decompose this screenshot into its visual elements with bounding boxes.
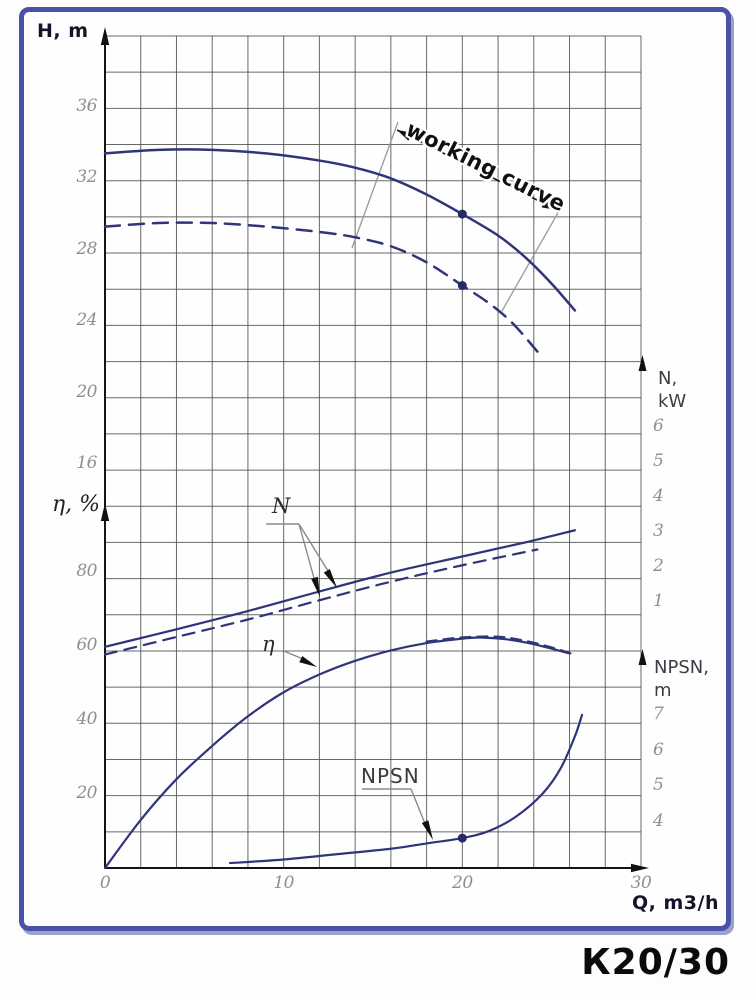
- head-tick-36: 36: [76, 96, 97, 116]
- flow-tick-0: 0: [99, 873, 111, 893]
- power-tick-4: 4: [653, 486, 664, 506]
- npsh-axis-title-line1: NPSN,: [654, 657, 709, 678]
- head-tick-28: 28: [76, 238, 97, 259]
- sheet-border-frame: [19, 7, 731, 931]
- power-axis-title-line1: N,: [658, 368, 678, 389]
- working-point-head-trimmed-impeller: [457, 281, 467, 290]
- flow-tick-30: 30: [630, 873, 652, 893]
- npsh-tick-4: 4: [653, 811, 664, 831]
- power-curve-annotation: N: [272, 494, 291, 518]
- working-point-npsh: [457, 833, 467, 843]
- efficiency-tick-20: 20: [76, 783, 97, 803]
- flow-axis-title: Q, m3/h: [632, 892, 719, 914]
- power-axis-title: N, kW: [658, 368, 686, 413]
- power-tick-5: 5: [653, 451, 664, 471]
- npsh-curve-annotation: NPSN: [361, 764, 420, 788]
- npsh-axis-title-line2: m: [654, 679, 672, 701]
- power-tick-2: 2: [653, 556, 664, 576]
- efficiency-tick-80: 80: [76, 561, 97, 581]
- flow-tick-20: 20: [452, 873, 473, 893]
- power-axis-title-line2: kW: [658, 390, 687, 412]
- npsh-tick-6: 6: [653, 739, 664, 760]
- head-axis-title: H, m: [37, 20, 89, 42]
- npsh-tick-5: 5: [653, 775, 664, 796]
- working-point-head-full-impeller: [457, 209, 467, 219]
- curve-power-full-impeller: [103, 529, 576, 648]
- flow-tick-10: 10: [273, 873, 294, 893]
- curve-power-trimmed-impeller: [103, 548, 539, 656]
- head-tick-16: 16: [76, 453, 97, 473]
- curve-efficiency-trimmed: [425, 635, 575, 656]
- head-tick-32: 32: [76, 167, 97, 188]
- npsh-tick-7: 7: [653, 703, 664, 724]
- curve-head-full-impeller: [103, 148, 577, 312]
- power-tick-6: 6: [653, 416, 664, 436]
- curve-efficiency: [103, 636, 571, 870]
- curve-head-trimmed-impeller: [103, 221, 539, 353]
- head-tick-24: 24: [76, 310, 97, 331]
- npsh-axis-title: NPSN, m: [654, 657, 709, 702]
- efficiency-tick-40: 40: [76, 709, 97, 729]
- power-tick-3: 3: [653, 521, 664, 541]
- pump-model-title: К20/30: [581, 942, 730, 983]
- efficiency-curve-annotation: η: [262, 632, 275, 656]
- power-tick-1: 1: [653, 591, 664, 611]
- efficiency-axis-title: η, %: [52, 492, 101, 517]
- curve-npsh: [228, 713, 584, 865]
- efficiency-tick-60: 60: [76, 635, 97, 655]
- head-tick-20: 20: [76, 381, 97, 402]
